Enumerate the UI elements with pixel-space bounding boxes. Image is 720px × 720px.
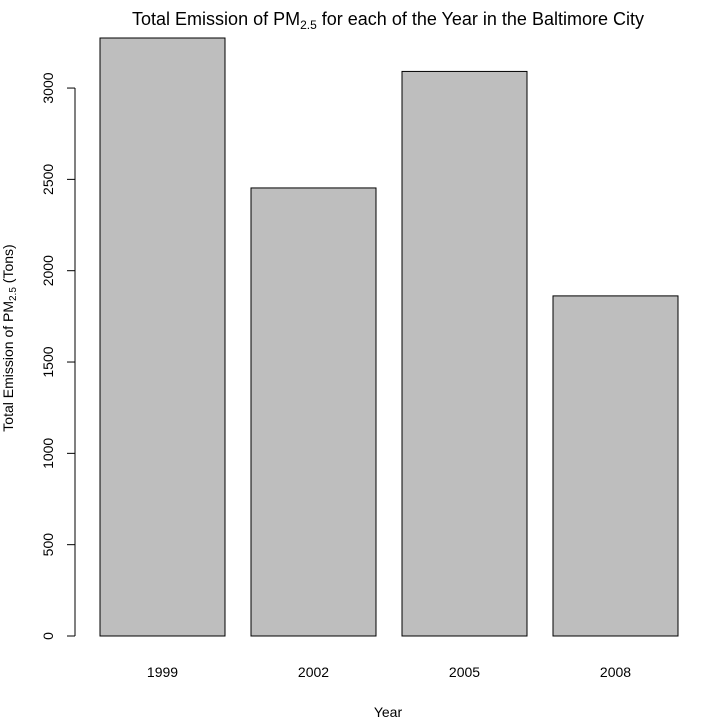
y-tick-label: 2000 [40, 255, 56, 286]
y-axis-label-main: Total Emission of PM [0, 301, 16, 432]
y-axis-label: Total Emission of PM2.5 (Tons) [0, 244, 19, 431]
bar-1999 [99, 37, 226, 637]
x-tick-label-2002: 2002 [298, 664, 329, 680]
y-tick-label: 1000 [40, 438, 56, 469]
bar-2002 [250, 187, 377, 637]
bar-2005 [401, 70, 528, 637]
chart-title-rest: for each of the Year in the Baltimore Ci… [317, 9, 644, 29]
x-tick-label-1999: 1999 [147, 664, 178, 680]
y-axis-label-rest: (Tons) [0, 244, 16, 287]
y-axis-label-subscript: 2.5 [8, 287, 19, 301]
y-tick-label: 500 [40, 533, 56, 557]
x-tick-label-2005: 2005 [449, 664, 480, 680]
bar-2008 [552, 295, 679, 637]
y-axis: 0 500 1000 1500 2000 2500 3000 [40, 72, 76, 640]
x-axis-label: Year [374, 704, 403, 720]
bars [99, 37, 679, 637]
y-tick-label: 3000 [40, 72, 56, 103]
chart-title-subscript: 2.5 [300, 18, 317, 32]
x-tick-labels: 1999 2002 2005 2008 [147, 664, 631, 680]
y-tick-label: 1500 [40, 346, 56, 377]
x-tick-label-2008: 2008 [600, 664, 631, 680]
chart-title: Total Emission of PM2.5 for each of the … [132, 9, 644, 32]
y-tick-label: 0 [40, 632, 56, 640]
chart-title-main: Total Emission of PM [132, 9, 300, 29]
y-tick-label: 2500 [40, 164, 56, 195]
